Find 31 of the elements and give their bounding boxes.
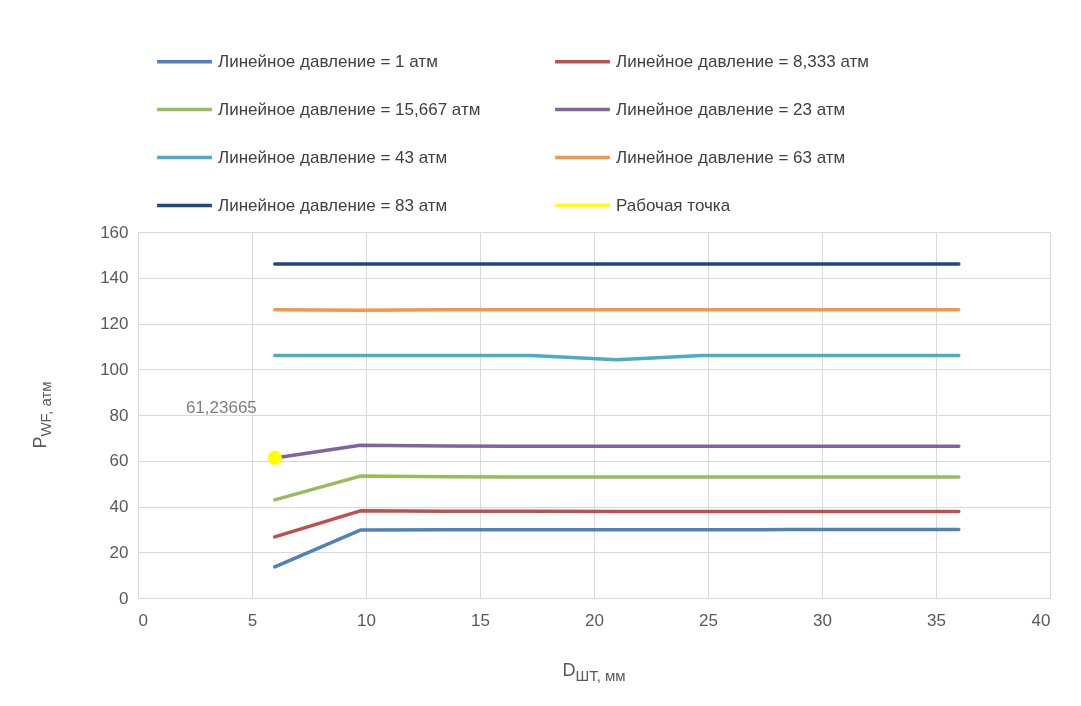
x-tick-label: 10: [357, 610, 376, 630]
line-series: [273, 509, 961, 539]
legend-label: Линейное давление = 23 атм: [616, 99, 846, 119]
x-tick-label: 35: [927, 610, 946, 630]
legend-label: Линейное давление = 15,667 атм: [218, 99, 481, 119]
legend-label: Линейное давление = 43 атм: [218, 147, 448, 167]
y-tick-label: 140: [100, 268, 129, 288]
y-tick-label: 0: [119, 588, 129, 608]
y-tick-label: 160: [100, 222, 129, 242]
x-tick-label: 0: [138, 610, 148, 630]
x-tick-label: 25: [699, 610, 718, 630]
x-tick-label: 20: [585, 610, 604, 630]
y-tick-label: 60: [109, 451, 129, 471]
legend-label: Линейное давление = 63 атм: [616, 147, 846, 167]
annotation: 61,23665: [185, 397, 257, 417]
x-tick-label: 5: [247, 610, 258, 630]
legend-label: Рабочая точка: [616, 195, 731, 215]
legend-label: Линейное давление = 8,333 атм: [616, 51, 869, 71]
y-tick-label: 40: [109, 497, 129, 516]
line-series: [273, 474, 961, 502]
legend-label: Линейное давление = 1 атм: [218, 51, 438, 71]
legend-label: Линейное давление = 83 атм: [218, 195, 448, 215]
y-tick-label: 100: [100, 359, 129, 379]
x-tick-label: 15: [471, 610, 490, 630]
y-tick-label: 20: [109, 542, 129, 562]
y-tick-label: 80: [109, 405, 129, 425]
x-tick-label: 30: [813, 610, 832, 630]
x-tick-label: 40: [1031, 610, 1051, 630]
y-tick-label: 120: [100, 314, 129, 333]
x-axis-title: D$_{ШТ, мм}$: [562, 660, 626, 684]
line-series: [273, 527, 961, 569]
